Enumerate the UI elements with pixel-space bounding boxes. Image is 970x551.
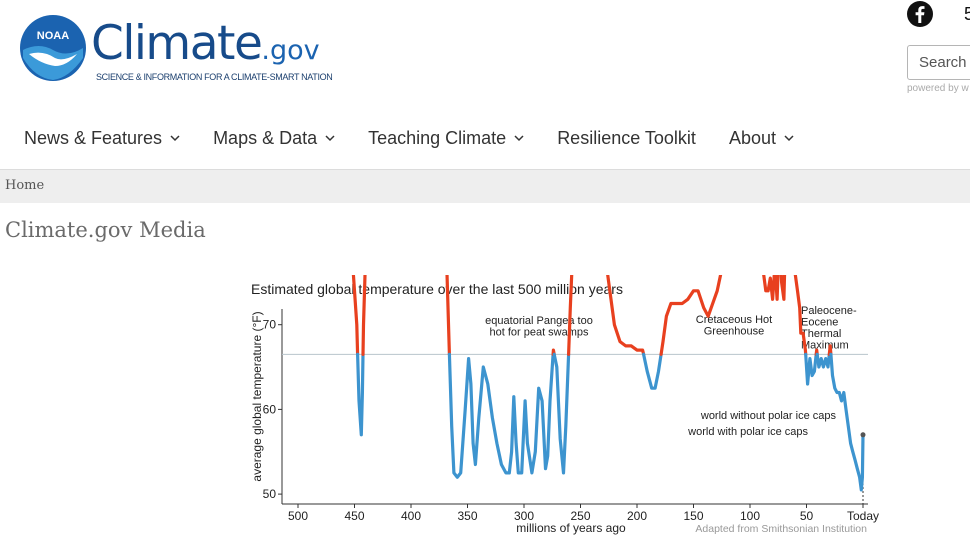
x-tick-label: 350	[457, 509, 477, 523]
x-tick-label: 400	[401, 509, 421, 523]
chart-title: Estimated global temperature over the la…	[251, 281, 623, 297]
powered-by-label: powered by w	[907, 83, 969, 94]
chevron-down-icon	[514, 135, 524, 142]
breadcrumb-home-link[interactable]: Home	[5, 178, 45, 193]
x-tick-label: Today	[847, 509, 879, 523]
nav-label: Maps & Data	[213, 127, 318, 148]
svg-text:NOAA: NOAA	[37, 30, 69, 42]
x-axis-label: millions of years ago	[516, 521, 626, 535]
chart-annotation: Thermal	[801, 328, 841, 340]
search-input[interactable]	[907, 45, 970, 80]
today-point	[860, 432, 866, 438]
temperature-line-cool	[804, 352, 818, 386]
temperature-line-cool	[552, 352, 571, 475]
chevron-down-icon	[170, 135, 180, 142]
temperature-line-cool	[815, 352, 831, 369]
x-tick-label: 450	[344, 509, 364, 523]
nav-resilience-toolkit[interactable]: Resilience Toolkit	[547, 128, 706, 149]
x-tick-label: 250	[570, 509, 590, 523]
x-tick-label: 150	[683, 509, 703, 523]
brand-name: Climate.gov	[91, 16, 320, 71]
temperature-line-warm	[827, 344, 833, 356]
chart-annotation: Greenhouse	[704, 326, 765, 338]
nav-news-features[interactable]: News & Features	[14, 128, 190, 149]
temperature-line-cool	[829, 352, 865, 492]
main-nav: News & Features Maps & Data Teaching Cli…	[0, 114, 804, 162]
temperature-line-warm	[567, 275, 646, 356]
chevron-down-icon	[325, 135, 335, 142]
temperature-line-cool	[356, 352, 365, 437]
nav-teaching-climate[interactable]: Teaching Climate	[358, 128, 534, 149]
temperature-chart: Estimated global temperature over the la…	[250, 275, 879, 535]
brand-tagline: SCIENCE & INFORMATION FOR A CLIMATE-SMAR…	[96, 72, 333, 82]
y-axis-label: average global temperature (°F)	[250, 311, 264, 481]
climate-gov-logo[interactable]: NOAA Climate.gov SCIENCE & INFORMATION F…	[19, 14, 339, 86]
y-tick-label: 60	[263, 402, 277, 416]
x-tick-label: 300	[514, 509, 534, 523]
x-tick-label: 50	[800, 509, 814, 523]
threshold-label-below: world with polar ice caps	[687, 426, 808, 438]
chart-annotation: Paleocene-	[801, 305, 857, 317]
chart-annotation: Eocene	[801, 317, 838, 329]
chart-annotation: Maximum	[801, 340, 849, 352]
y-tick-label: 50	[263, 487, 277, 501]
temperature-line-cool	[447, 352, 555, 479]
nav-label: Resilience Toolkit	[557, 127, 696, 148]
nav-label: About	[728, 127, 776, 148]
breadcrumb: Home	[0, 169, 970, 203]
chevron-down-icon	[784, 135, 794, 142]
noaa-logo-icon: NOAA	[20, 15, 86, 81]
chart-annotation: equatorial Pangea too	[485, 315, 593, 327]
source-note: Adapted from Smithsonian Institution	[695, 523, 867, 535]
nav-maps-data[interactable]: Maps & Data	[203, 128, 345, 149]
temperature-line-cool	[642, 352, 663, 390]
chart-annotation: Cretaceous Hot	[696, 314, 772, 326]
brand-tld: .gov	[261, 35, 320, 66]
y-tick-label: 70	[263, 318, 277, 332]
facebook-icon[interactable]	[906, 0, 934, 28]
x-tick-label: 500	[288, 509, 308, 523]
threshold-label-above: world without polar ice caps	[700, 410, 837, 422]
temperature-line-warm	[659, 275, 808, 356]
nav-about[interactable]: About	[719, 128, 804, 149]
nav-label: Teaching Climate	[368, 127, 507, 148]
x-tick-label: 100	[740, 509, 760, 523]
social-icon-cut[interactable]: 5	[964, 4, 970, 24]
nav-label: News & Features	[24, 127, 163, 148]
page-title: Climate.gov Media	[5, 218, 206, 242]
x-tick-label: 200	[627, 509, 647, 523]
chart-annotation: hot for peat swamps	[489, 327, 589, 339]
